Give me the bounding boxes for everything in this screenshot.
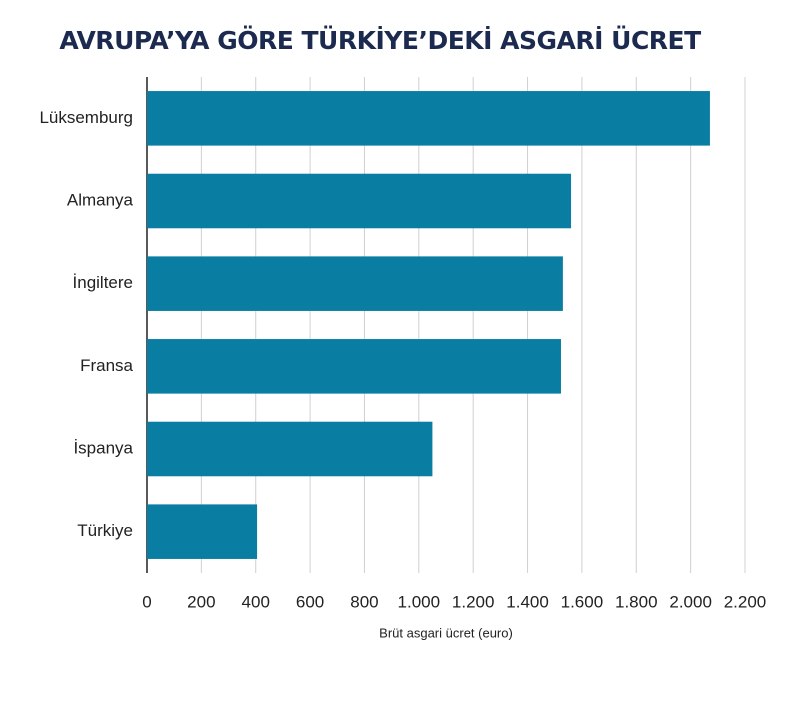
x-axis-label: Brüt asgari ücret (euro) (379, 625, 513, 640)
x-tick-label: 200 (187, 592, 215, 611)
x-tick-label: 400 (242, 592, 270, 611)
y-tick-label: Türkiye (77, 521, 133, 540)
x-tick-label: 1.000 (398, 592, 441, 611)
y-tick-label: Almanya (67, 190, 134, 209)
x-tick-label: 1.400 (506, 592, 549, 611)
bar (147, 173, 572, 229)
y-tick-label: Lüksemburg (39, 108, 133, 127)
bar (147, 91, 710, 146)
y-tick-label: İngiltere (73, 273, 133, 292)
bar (147, 256, 563, 311)
chart-title: AVRUPA’YA GÖRE TÜRKİYE’DEKİ ASGARİ ÜCRET (59, 25, 701, 55)
x-tick-label: 0 (142, 592, 151, 611)
x-tick-label: 600 (296, 592, 324, 611)
bar (147, 504, 258, 559)
y-tick-label: İspanya (73, 438, 133, 457)
x-tick-label: 2.200 (724, 592, 767, 611)
bar (147, 339, 561, 394)
x-tick-label: 1.600 (561, 592, 604, 611)
x-tick-label: 1.200 (452, 592, 495, 611)
y-tick-label: Fransa (80, 356, 133, 375)
x-tick-label: 2.000 (669, 592, 712, 611)
x-tick-label: 1.800 (615, 592, 658, 611)
bar (147, 421, 433, 477)
x-tick-label: 800 (350, 592, 378, 611)
